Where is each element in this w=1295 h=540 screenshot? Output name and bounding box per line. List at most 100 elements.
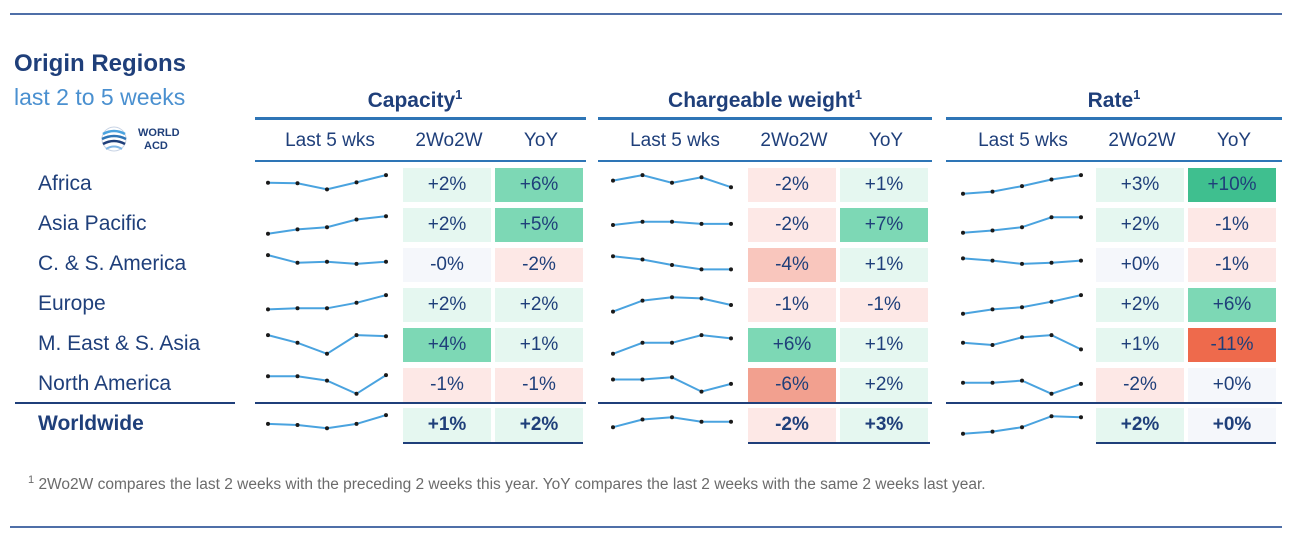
sparkline-point: [640, 417, 645, 422]
region-label: C. & S. America: [38, 252, 187, 275]
sparkline-point: [729, 336, 733, 341]
rate-group-title: Rate1: [1087, 87, 1141, 112]
sparkline-rate: [961, 293, 1083, 316]
sparkline-point: [990, 429, 995, 434]
sparkline-point: [670, 340, 674, 345]
world-acd-logo: WORLD ACD: [100, 124, 195, 154]
value-cell-capacity-yoy: +6%: [495, 168, 583, 202]
value-cell-rate-2wo2w: +3%: [1096, 168, 1184, 202]
cw-col-last5: Last 5 wks: [630, 130, 720, 151]
sparkline-point: [670, 295, 674, 300]
svg-text:WORLD: WORLD: [138, 127, 180, 139]
capacity-col-last5: Last 5 wks: [285, 130, 375, 151]
cw-col-yoy: YoY: [868, 130, 904, 151]
sparkline-point: [990, 343, 995, 347]
value-cell-chargeable-weight-yoy: +7%: [840, 208, 928, 242]
cw-col-2wo2w: 2Wo2W: [760, 130, 828, 151]
sparkline-capacity: [266, 173, 388, 192]
sparkline-point: [670, 415, 674, 420]
sparkline-path: [962, 216, 1081, 234]
sparkline-point: [266, 253, 270, 258]
value-cell-chargeable-weight-yoy: +1%: [840, 168, 928, 202]
sparkline-point: [266, 307, 270, 312]
sparkline-path: [962, 415, 1082, 435]
sparkline-point: [699, 221, 704, 226]
sparkline-point: [699, 419, 704, 424]
sparkline-point: [611, 351, 615, 356]
capacity-header-rule: [255, 160, 586, 162]
value-cell-rate-yoy: -1%: [1188, 208, 1276, 242]
worldwide-separator: [946, 402, 1282, 404]
sparkline-point: [990, 307, 995, 312]
sparkline-point: [384, 259, 388, 264]
sparkline-path: [962, 294, 1082, 315]
value-cell-rate-2wo2w: +1%: [1096, 328, 1184, 362]
sparkline-chargeable-weight: [611, 219, 733, 227]
sparkline-point: [640, 340, 645, 345]
sparkline-path: [267, 174, 387, 191]
sparkline-point: [354, 300, 359, 305]
value-cell-chargeable-weight-yoy: +1%: [840, 328, 928, 362]
sparkline-point: [384, 373, 388, 378]
sparkline-point: [1079, 258, 1083, 263]
sparkline-point: [729, 267, 733, 272]
sparkline-path: [612, 255, 731, 271]
sparkline-point: [670, 375, 674, 380]
sparkline-point: [611, 377, 615, 382]
sparkline-point: [1049, 391, 1054, 396]
worldwide-separator: [255, 402, 586, 404]
value-cell-chargeable-weight-2wo2w: +6%: [748, 328, 836, 362]
value-cell-capacity-2wo2w: +2%: [403, 208, 491, 242]
worldwide-separator: [598, 402, 932, 404]
value-cell-chargeable-weight-2wo2w: -2%: [748, 168, 836, 202]
sparkline-point: [990, 380, 995, 385]
sparkline-point: [699, 389, 704, 394]
sparkline-point: [384, 214, 388, 219]
sparkline-point: [354, 180, 359, 185]
page-title: Origin Regions: [14, 50, 187, 77]
value-cell-chargeable-weight-2wo2w: -4%: [748, 248, 836, 282]
sparkline-point: [729, 419, 733, 424]
sparkline-point: [990, 189, 995, 194]
sparkline-capacity: [266, 413, 388, 431]
sparkline-path: [267, 334, 387, 355]
rate-col-yoy: YoY: [1216, 130, 1252, 151]
value-cell-rate-2wo2w: -2%: [1096, 368, 1184, 402]
sparkline-point: [266, 231, 270, 236]
sparkline-point: [611, 223, 615, 227]
rate-col-last5: Last 5 wks: [978, 130, 1068, 151]
footnote: 1 2Wo2W compares the last 2 weeks with t…: [28, 474, 986, 494]
sparkline-point: [670, 219, 674, 224]
sparkline-point: [325, 259, 329, 264]
capacity-title-rule: [255, 117, 586, 120]
value-cell-capacity-yoy: -2%: [495, 248, 583, 282]
sparkline-point: [295, 181, 300, 186]
value-cell-rate-yoy: -1%: [1188, 248, 1276, 282]
value-cell-capacity-yoy: -1%: [495, 368, 583, 402]
value-cell-chargeable-weight-yoy: +2%: [840, 368, 928, 402]
sparkline-point: [670, 180, 674, 185]
capacity-group-title: Capacity1: [367, 87, 463, 112]
chargeable-weight-header-rule: [598, 160, 932, 162]
region-label: M. East & S. Asia: [38, 332, 201, 355]
value-cell-rate-yoy: +0%: [1188, 408, 1276, 442]
worldwide-bottom-rule: [748, 442, 930, 444]
sparkline-point: [961, 340, 965, 345]
value-cell-rate-2wo2w: +2%: [1096, 408, 1184, 442]
sparkline-point: [295, 340, 300, 345]
sparkline-point: [295, 423, 300, 427]
sparkline-point: [1049, 333, 1054, 338]
sparkline-point: [640, 257, 645, 262]
value-cell-capacity-2wo2w: -0%: [403, 248, 491, 282]
value-cell-capacity-2wo2w: +2%: [403, 168, 491, 202]
sparkline-point: [611, 309, 615, 314]
sparkline-rate: [961, 333, 1083, 352]
value-cell-rate-yoy: +0%: [1188, 368, 1276, 402]
sparkline-point: [961, 230, 965, 235]
worldwide-separator: [15, 402, 235, 404]
sparkline-point: [1020, 225, 1024, 230]
chargeable-weight-title-rule: [598, 117, 932, 120]
sparkline-point: [729, 381, 733, 386]
sparkline-point: [266, 180, 270, 185]
sparkline-chargeable-weight: [611, 254, 733, 272]
